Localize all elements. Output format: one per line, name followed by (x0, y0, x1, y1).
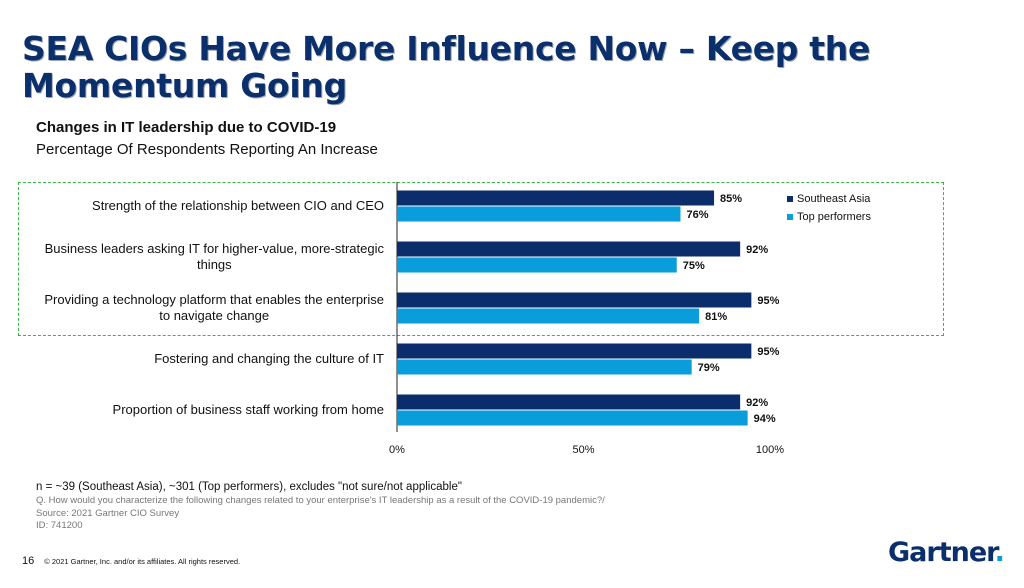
bar-top-performers (397, 359, 692, 375)
bar-southeast-asia (397, 241, 741, 257)
highlight-box (18, 182, 944, 336)
logo-dot: . (994, 537, 1005, 568)
category-label: Business leaders asking IT for higher-va… (45, 241, 385, 272)
category-label-line: Business leaders asking IT for higher-va… (45, 241, 385, 256)
legend: Southeast Asia Top performers (787, 190, 871, 226)
category-label: Fostering and changing the culture of IT (154, 351, 384, 366)
footer: 16 © 2021 Gartner, Inc. and/or its affil… (22, 555, 240, 567)
category-label: Providing a technology platform that ena… (44, 292, 384, 323)
page-title: SEA CIOs Have More Influence Now – Keep … (22, 29, 871, 105)
data-label: 95% (757, 346, 779, 358)
category-label-line: Fostering and changing the culture of IT (154, 351, 384, 366)
copyright: © 2021 Gartner, Inc. and/or its affiliat… (44, 556, 241, 566)
id-note: ID: 741200 (36, 520, 83, 531)
category-label-line: to navigate change (159, 308, 269, 323)
legend-item-southeast-asia: Southeast Asia (787, 190, 871, 208)
legend-label-top-performers: Top performers (797, 211, 871, 223)
data-label: 92% (746, 244, 768, 256)
logo-text: Gartner (888, 537, 996, 568)
bar-top-performers (397, 257, 677, 273)
bar-top-performers (397, 308, 700, 324)
chart-subtitle: Percentage Of Respondents Reporting An I… (36, 141, 378, 158)
category-label: Proportion of business staff working fro… (113, 402, 384, 417)
category-label-line: Providing a technology platform that ena… (44, 292, 384, 307)
data-label: 81% (705, 311, 727, 323)
legend-item-top-performers: Top performers (787, 208, 871, 226)
x-tick-label: 0% (389, 444, 405, 456)
page-number: 16 (22, 555, 35, 567)
bar-southeast-asia (397, 190, 715, 206)
data-label: 85% (720, 193, 742, 205)
data-label: 79% (698, 362, 720, 374)
bar-top-performers (397, 410, 748, 426)
data-label: 92% (746, 397, 768, 409)
category-label-line: Strength of the relationship between CIO… (92, 198, 384, 213)
bar-southeast-asia (397, 343, 752, 359)
source-note: Source: 2021 Gartner CIO Survey (36, 507, 180, 519)
bar-southeast-asia (397, 292, 752, 308)
category-label: Strength of the relationship between CIO… (92, 198, 384, 213)
bar-southeast-asia (397, 394, 741, 410)
legend-swatch-southeast-asia (787, 196, 793, 202)
legend-swatch-top-performers (787, 214, 793, 220)
notes: n = ~39 (Southeast Asia), ~301 (Top perf… (36, 479, 936, 533)
data-label: 94% (754, 413, 776, 425)
x-tick-label: 50% (572, 444, 594, 456)
bar-chart: Strength of the relationship between CIO… (44, 182, 784, 456)
data-label: 76% (686, 209, 708, 221)
x-tick-label: 100% (756, 444, 784, 456)
data-label: 95% (757, 295, 779, 307)
data-label: 75% (683, 260, 705, 272)
chart-title: Changes in IT leadership due to COVID-19 (36, 119, 337, 136)
gartner-logo: Gartner. (888, 537, 1005, 568)
category-label-line: things (197, 257, 232, 272)
sample-size-note: n = ~39 (Southeast Asia), ~301 (Top perf… (36, 481, 462, 493)
bar-top-performers (397, 206, 681, 222)
question-note: Q. How would you characterize the follow… (36, 495, 605, 506)
category-label-line: Proportion of business staff working fro… (113, 402, 384, 417)
legend-label-southeast-asia: Southeast Asia (797, 193, 871, 205)
